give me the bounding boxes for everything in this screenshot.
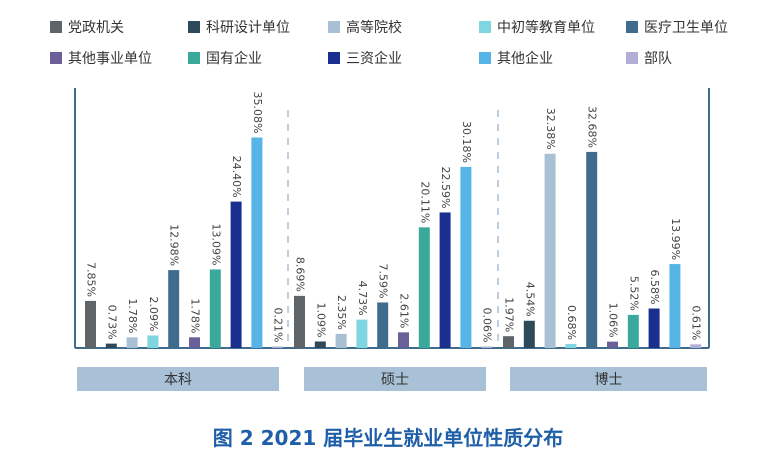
data-label: 13.09% xyxy=(209,224,222,266)
data-label: 24.40% xyxy=(230,156,243,198)
data-label: 4.54% xyxy=(523,282,536,317)
data-label: 0.06% xyxy=(481,308,494,343)
group-label-bachelor: 本科 xyxy=(164,372,192,388)
bar xyxy=(230,201,242,348)
data-label: 1.97% xyxy=(503,297,516,332)
bar xyxy=(503,336,514,348)
data-label: 13.99% xyxy=(669,218,682,260)
chart-caption: 图 2 2021 届毕业生就业单位性质分布 xyxy=(212,426,564,450)
bar xyxy=(377,302,389,348)
legend-swatch xyxy=(479,21,491,33)
legend-item: 国有企业 xyxy=(188,48,262,68)
bar xyxy=(126,337,138,348)
data-label: 30.18% xyxy=(460,121,473,163)
bar xyxy=(586,151,598,348)
legend-item: 高等院校 xyxy=(328,17,402,37)
data-label: 1.06% xyxy=(607,303,620,338)
data-label: 22.59% xyxy=(439,167,452,209)
legend-item: 其他事业单位 xyxy=(50,48,152,68)
bar xyxy=(147,335,159,348)
bar xyxy=(669,264,681,348)
bar xyxy=(439,212,451,348)
data-label: 1.78% xyxy=(126,298,139,333)
data-label: 12.98% xyxy=(168,224,181,266)
legend-item: 中初等教育单位 xyxy=(479,17,595,37)
legend-swatch xyxy=(626,21,638,33)
bar xyxy=(481,346,493,348)
legend-label: 部队 xyxy=(644,51,672,67)
legend-item: 部队 xyxy=(626,48,672,68)
legend-label: 医疗卫生单位 xyxy=(644,20,728,36)
legend-swatch xyxy=(50,52,62,64)
data-label: 0.73% xyxy=(105,305,118,340)
legend-swatch xyxy=(188,52,200,64)
group-box-doctor: 博士 xyxy=(510,367,707,391)
bar xyxy=(398,332,409,348)
bar xyxy=(418,227,430,348)
data-label: 7.59% xyxy=(377,264,390,299)
data-label: 0.61% xyxy=(690,305,703,340)
bar xyxy=(648,308,660,348)
bar xyxy=(335,333,347,348)
data-label: 1.78% xyxy=(189,298,202,333)
data-label: 0.21% xyxy=(272,308,285,343)
data-label: 6.58% xyxy=(648,270,661,305)
data-label: 0.68% xyxy=(565,305,578,340)
legend-label: 中初等教育单位 xyxy=(497,20,595,36)
data-label: 1.09% xyxy=(314,303,327,338)
data-label: 2.35% xyxy=(335,295,348,330)
data-label: 32.38% xyxy=(544,108,557,150)
legend-swatch xyxy=(188,21,200,33)
bar xyxy=(168,270,180,348)
bar xyxy=(565,343,577,348)
legend-label: 高等院校 xyxy=(346,20,402,36)
legend-item: 科研设计单位 xyxy=(188,17,290,37)
legend: 党政机关 科研设计单位 高等院校 中初等教育单位 医疗卫生单位其他事业单位 国有企业 三资企… xyxy=(0,0,776,80)
bar xyxy=(627,314,639,348)
data-label: 20.11% xyxy=(418,181,431,223)
legend-item: 其他企业 xyxy=(479,48,553,68)
bar xyxy=(523,320,535,348)
data-label: 5.52% xyxy=(627,276,640,311)
legend-swatch xyxy=(50,21,62,33)
legend-label: 科研设计单位 xyxy=(206,20,290,36)
legend-label: 三资企业 xyxy=(346,51,402,67)
bar xyxy=(314,341,326,348)
legend-label: 其他事业单位 xyxy=(68,51,152,67)
group-label-doctor: 博士 xyxy=(594,372,623,388)
legend-swatch xyxy=(479,52,491,64)
bar xyxy=(690,344,702,348)
legend-item: 三资企业 xyxy=(328,48,402,68)
data-label: 35.08% xyxy=(251,92,264,134)
data-label: 32.68% xyxy=(586,106,599,148)
bar xyxy=(294,295,305,348)
bar xyxy=(460,166,472,348)
legend-swatch xyxy=(328,52,340,64)
bar xyxy=(251,137,263,348)
data-label: 2.61% xyxy=(398,293,411,328)
data-label: 8.69% xyxy=(294,257,307,292)
legend-item: 医疗卫生单位 xyxy=(626,17,728,37)
group-box-bachelor: 本科 xyxy=(77,367,279,391)
bar xyxy=(272,346,284,348)
data-label: 7.85% xyxy=(85,262,98,297)
legend-swatch xyxy=(328,21,340,33)
bar xyxy=(544,153,556,348)
legend-label: 国有企业 xyxy=(206,51,262,67)
data-label: 2.09% xyxy=(147,297,160,332)
legend-label: 其他企业 xyxy=(497,51,553,67)
bar xyxy=(356,319,368,348)
group-box-master: 硕士 xyxy=(304,367,486,391)
bar xyxy=(85,300,96,348)
bar xyxy=(607,341,618,348)
bar xyxy=(189,337,200,348)
bar xyxy=(209,269,221,348)
legend-label: 党政机关 xyxy=(68,20,124,36)
legend-swatch xyxy=(626,52,638,64)
bar xyxy=(105,343,117,348)
group-label-master: 硕士 xyxy=(381,372,409,388)
data-label: 4.73% xyxy=(356,281,369,316)
legend-item: 党政机关 xyxy=(50,17,124,37)
